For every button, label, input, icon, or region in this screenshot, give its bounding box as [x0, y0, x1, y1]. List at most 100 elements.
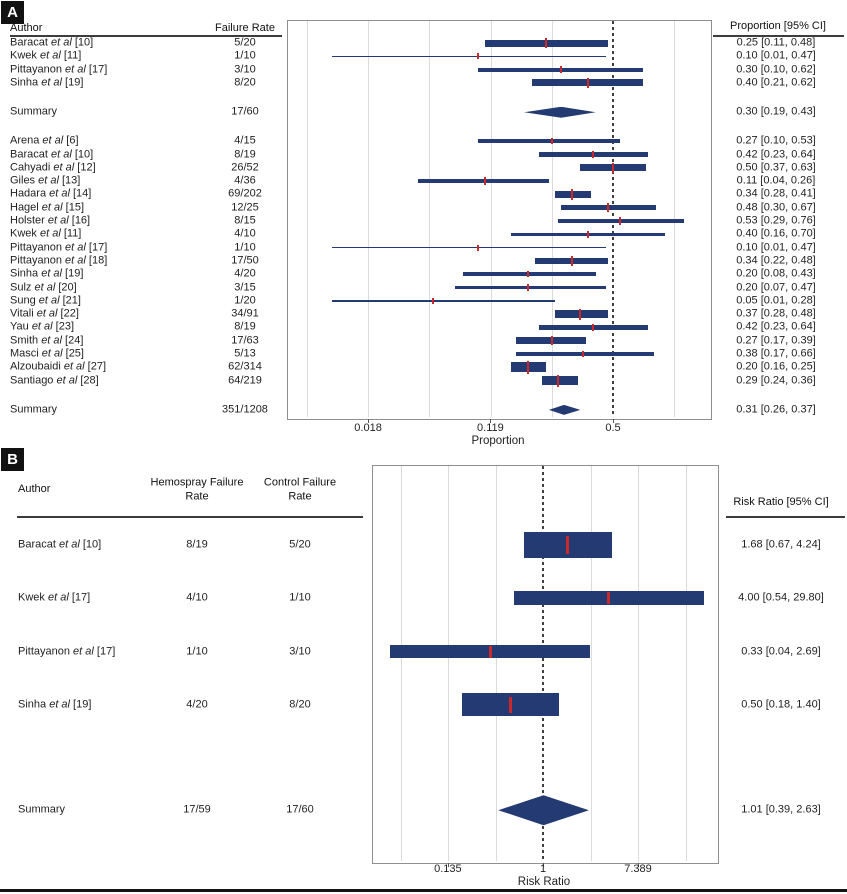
- ci-bar: [418, 178, 549, 184]
- ci-bar: [463, 272, 596, 276]
- author-cell: Baracat et al [10]: [18, 538, 102, 551]
- point-estimate-tick: [551, 137, 554, 145]
- author-cell: Kwek et al [17]: [18, 591, 91, 604]
- axis-tick: [490, 419, 492, 423]
- effect-estimate-cell: 0.48 [0.30, 0.67]: [736, 201, 816, 214]
- author-cell: Pittayanon et al [18]: [10, 254, 108, 267]
- failure-rate-cell: 8/15: [234, 214, 256, 227]
- author-cell: Sinha et al [19]: [10, 267, 84, 280]
- author-cell: Sung et al [21]: [10, 294, 81, 307]
- control-rate-cell: 17/60: [286, 803, 314, 816]
- panel-b-effect-header: Risk Ratio [95% CI]: [733, 496, 829, 509]
- point-estimate-tick: [557, 374, 560, 387]
- ci-bar: [454, 285, 606, 290]
- failure-rate-cell: 3/10: [234, 63, 256, 76]
- effect-estimate-cell: 0.27 [0.17, 0.39]: [736, 334, 816, 347]
- failure-rate-cell: 8/19: [234, 148, 256, 161]
- axis-tick-label: 0.119: [477, 422, 504, 434]
- panel-a-author-header: Author: [10, 22, 43, 35]
- author-cell: Pittayanon et al [17]: [10, 241, 108, 254]
- effect-estimate-cell: 0.50 [0.18, 1.40]: [741, 698, 821, 711]
- failure-rate-cell: 17/50: [231, 254, 259, 267]
- failure-rate-cell: 26/52: [231, 161, 259, 174]
- gridline: [400, 466, 402, 861]
- point-estimate-tick: [477, 53, 480, 60]
- effect-estimate-cell: 0.30 [0.10, 0.62]: [736, 63, 816, 76]
- axis-tick-label: 0.018: [354, 422, 382, 434]
- effect-estimate-cell: 0.33 [0.04, 2.69]: [741, 645, 821, 658]
- effect-estimate-cell: 0.34 [0.28, 0.41]: [736, 188, 816, 201]
- author-cell: Giles et al [13]: [10, 174, 81, 187]
- panel-b-badge: B: [1, 448, 24, 471]
- author-cell: Sinha et al [19]: [18, 698, 92, 711]
- author-cell: Alzoubaidi et al [27]: [10, 360, 107, 373]
- failure-rate-cell: 4/15: [234, 134, 256, 147]
- effect-estimate-cell: 1.01 [0.39, 2.63]: [741, 803, 821, 816]
- author-cell: Kwek et al [11]: [10, 227, 82, 240]
- summary-diamond: [524, 106, 596, 118]
- point-estimate-tick: [527, 270, 530, 278]
- ci-bar: [515, 352, 654, 356]
- axis-tick-label: 0.5: [605, 422, 621, 434]
- panel-b-table-header-rule: [17, 516, 363, 518]
- author-cell: Yau et al [23]: [10, 321, 75, 334]
- failure-rate-cell: 17/63: [231, 334, 259, 347]
- author-cell: Santiago et al [28]: [10, 374, 99, 387]
- failure-rate-cell: 3/15: [234, 281, 256, 294]
- author-cell: Masci et al [25]: [10, 347, 84, 360]
- failure-rate-cell: 69/202: [228, 188, 262, 201]
- failure-rate-cell: 12/25: [231, 201, 259, 214]
- failure-rate-cell: 1/10: [234, 49, 256, 62]
- figure-bottom-border: [0, 889, 847, 892]
- gridline: [368, 21, 369, 417]
- point-estimate-tick: [527, 360, 530, 374]
- gridline: [306, 21, 308, 417]
- point-estimate-tick: [560, 66, 563, 74]
- effect-estimate-cell: 0.34 [0.22, 0.48]: [736, 254, 816, 267]
- point-estimate-tick: [488, 645, 492, 658]
- point-estimate-tick: [582, 350, 584, 358]
- author-cell: Cahyadi et al [12]: [10, 161, 96, 174]
- effect-estimate-cell: 0.25 [0.11, 0.48]: [736, 36, 816, 49]
- point-estimate-tick: [607, 592, 611, 605]
- effect-estimate-cell: 4.00 [0.54, 29.80]: [738, 591, 824, 604]
- ci-bar: [555, 310, 609, 319]
- panel-a-effect-header-rule: [713, 35, 844, 37]
- author-cell: Arena et al [6]: [10, 134, 79, 147]
- failure-rate-cell: 62/314: [228, 360, 262, 373]
- point-estimate-tick: [592, 150, 595, 159]
- effect-estimate-cell: 0.40 [0.16, 0.70]: [736, 227, 816, 240]
- reference-line: [542, 466, 544, 861]
- effect-estimate-cell: 0.53 [0.29, 0.76]: [736, 214, 816, 227]
- ci-bar: [478, 139, 621, 143]
- point-estimate-tick: [571, 256, 574, 266]
- author-cell: Summary: [18, 803, 66, 816]
- point-estimate-tick: [566, 536, 570, 554]
- point-estimate-tick: [587, 231, 590, 238]
- author-cell: Hadara et al [14]: [10, 188, 92, 201]
- panel-b-x-axis-label: Risk Ratio: [517, 876, 571, 888]
- failure-rate-cell: 34/91: [231, 307, 259, 320]
- author-cell: Pittayanon et al [17]: [10, 63, 108, 76]
- control-rate-cell: 3/10: [289, 645, 311, 658]
- effect-estimate-cell: 0.27 [0.10, 0.53]: [736, 134, 816, 147]
- effect-estimate-cell: 0.42 [0.23, 0.64]: [736, 321, 816, 334]
- gridline: [495, 466, 497, 861]
- panel-b-hemospray-header: Hemospray Failure Rate: [150, 476, 244, 502]
- hemospray-rate-cell: 8/19: [186, 538, 208, 551]
- point-estimate-tick: [431, 297, 434, 304]
- point-estimate-tick: [612, 162, 614, 173]
- point-estimate-tick: [607, 203, 610, 212]
- hemospray-rate-cell: 1/10: [186, 645, 208, 658]
- point-estimate-tick: [592, 323, 595, 332]
- point-estimate-tick: [579, 308, 582, 320]
- panel-b-author-header: Author: [18, 483, 51, 496]
- effect-estimate-cell: 0.50 [0.37, 0.63]: [736, 161, 816, 174]
- panel-a-badge: A: [1, 1, 24, 24]
- axis-tick: [543, 863, 544, 867]
- axis-tick: [613, 419, 614, 423]
- author-cell: Baracat et al [10]: [10, 36, 94, 49]
- point-estimate-tick: [527, 284, 530, 291]
- gridline: [429, 21, 431, 417]
- control-rate-cell: 1/10: [289, 591, 311, 604]
